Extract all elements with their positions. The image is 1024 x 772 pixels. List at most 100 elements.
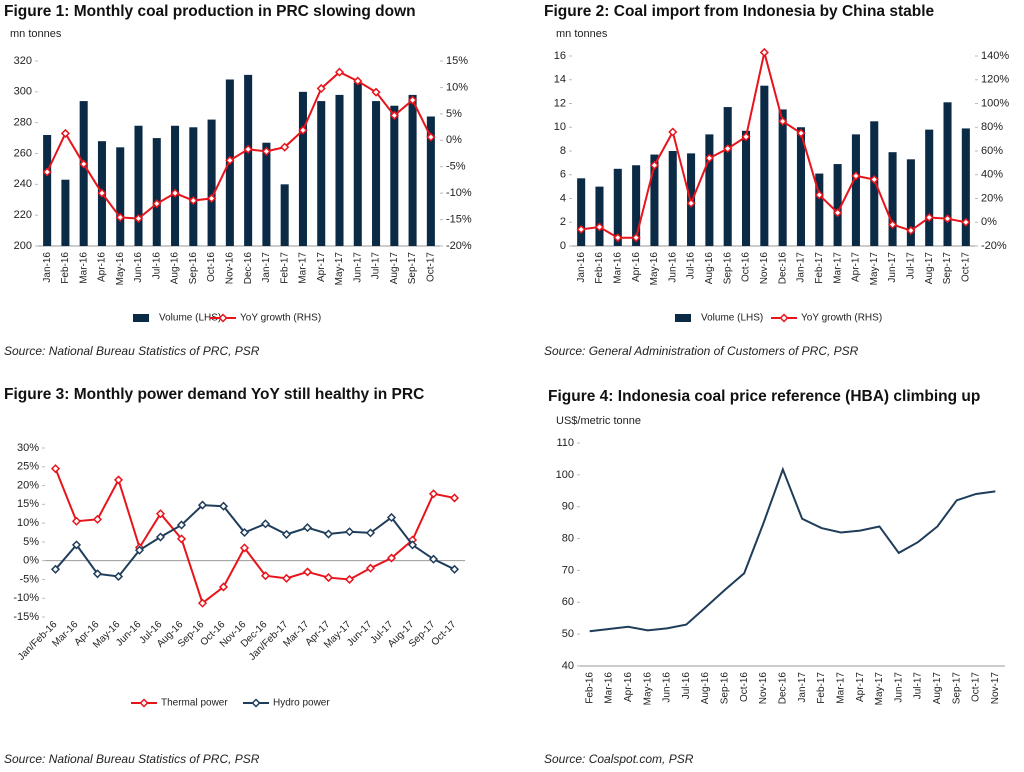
- line-marker: [134, 545, 145, 555]
- y-tick-label: 300: [14, 86, 32, 98]
- line-marker: [113, 475, 124, 485]
- line-marker: [176, 520, 187, 530]
- line-marker: [389, 110, 399, 121]
- line-marker: [316, 83, 326, 94]
- y-tick-label: 12: [554, 97, 566, 109]
- line-marker: [188, 195, 198, 206]
- bar: [723, 107, 732, 246]
- y2-tick-label: 80%: [981, 121, 1003, 133]
- y-tick-label: 0: [560, 240, 566, 252]
- line-marker: [243, 144, 253, 154]
- bar: [408, 94, 417, 247]
- line-marker: [334, 67, 345, 77]
- bar: [116, 147, 125, 246]
- y-tick-label: 0%: [23, 555, 39, 567]
- line-marker: [386, 512, 397, 523]
- x-tick-label: Nov-16: [758, 672, 769, 705]
- line-marker: [260, 571, 271, 581]
- legend-label: YoY growth (RHS): [801, 313, 882, 324]
- x-tick-label: May-16: [642, 672, 653, 706]
- legend-label: Thermal power: [161, 698, 228, 709]
- line-series: [589, 466, 996, 633]
- x-tick-label: Jun-17: [893, 672, 904, 703]
- x-tick-label: May-16: [115, 252, 126, 286]
- line-marker: [115, 212, 125, 223]
- line-marker: [906, 226, 916, 236]
- y-tick-label: 20%: [17, 479, 39, 491]
- line-marker: [365, 563, 376, 573]
- x-tick-label: Mar-16: [78, 252, 89, 284]
- line-marker: [218, 501, 229, 511]
- line-marker: [686, 198, 696, 208]
- line-marker: [426, 132, 436, 142]
- y-tick-label: 40: [562, 660, 574, 672]
- line-marker: [888, 220, 898, 230]
- line-marker: [449, 493, 460, 503]
- line-marker: [92, 569, 103, 579]
- line-marker: [60, 128, 70, 138]
- chart-panel: Figure 1: Monthly coal production in PRC…: [4, 3, 472, 358]
- x-tick-label: May-17: [869, 252, 880, 286]
- chart-panel: Figure 3: Monthly power demand YoY still…: [4, 386, 465, 766]
- x-tick-label: Mar-16: [604, 672, 615, 704]
- line-marker: [261, 146, 271, 156]
- y2-tick-label: 140%: [981, 50, 1009, 62]
- x-tick-label: Mar-16: [612, 252, 623, 284]
- x-tick-label: Jun-16: [667, 252, 678, 283]
- line-marker: [428, 489, 439, 499]
- bar: [61, 179, 70, 246]
- x-tick-label: Jan-17: [796, 252, 807, 283]
- line-marker: [260, 519, 271, 529]
- x-tick-label: Feb-16: [584, 672, 595, 704]
- line-marker: [50, 564, 61, 574]
- bar: [888, 152, 897, 246]
- y-tick-label: 60: [562, 596, 574, 608]
- bar: [244, 74, 253, 246]
- bar: [390, 105, 399, 246]
- y-tick-label: 260: [14, 147, 32, 159]
- bar: [613, 168, 622, 246]
- x-tick-label: Jul-17: [371, 252, 382, 280]
- line-marker: [613, 233, 623, 243]
- line-marker: [344, 527, 355, 537]
- line-marker: [759, 47, 769, 57]
- line-marker: [218, 582, 229, 592]
- bar: [668, 151, 677, 246]
- line-marker: [942, 214, 953, 224]
- line-marker: [152, 199, 162, 209]
- x-tick-label: May-16: [649, 252, 660, 286]
- x-tick-label: Jul-16: [151, 252, 162, 280]
- bar: [298, 91, 307, 246]
- x-tick-label: Oct-16: [741, 252, 752, 282]
- x-tick-label: Jan-16: [42, 252, 53, 283]
- y2-tick-label: 5%: [446, 108, 462, 120]
- x-tick-label: Nov-17: [990, 672, 1001, 705]
- source-note: Source: Coalspot.com, PSR: [544, 752, 694, 766]
- line-marker: [302, 567, 313, 577]
- line-marker: [71, 540, 82, 550]
- line-marker: [961, 217, 971, 227]
- line-series: [54, 504, 455, 578]
- y-tick-label: 70: [562, 564, 574, 576]
- chart-title: Figure 3: Monthly power demand YoY still…: [4, 386, 424, 403]
- line-marker: [133, 213, 144, 224]
- bar: [426, 116, 435, 246]
- x-tick-label: Dec-16: [777, 672, 788, 705]
- y-tick-label: 100: [556, 469, 574, 481]
- bar: [134, 125, 143, 246]
- line-marker: [869, 174, 879, 185]
- x-tick-label: Apr-16: [97, 252, 108, 282]
- legend-marker: [779, 313, 789, 323]
- line-marker: [92, 514, 103, 524]
- x-tick-label: Sep-17: [951, 672, 962, 705]
- line-marker: [225, 155, 235, 165]
- bar: [372, 101, 381, 246]
- y-axis-unit: mn tonnes: [556, 28, 608, 40]
- x-tick-label: Sep-16: [722, 252, 733, 285]
- line-marker: [323, 529, 334, 539]
- x-tick-label: Feb-17: [816, 672, 827, 704]
- x-tick-label: Sep-16: [188, 252, 199, 285]
- line-marker: [344, 574, 355, 585]
- y2-tick-label: 120%: [981, 74, 1009, 86]
- x-tick-label: Jul-16: [686, 252, 697, 280]
